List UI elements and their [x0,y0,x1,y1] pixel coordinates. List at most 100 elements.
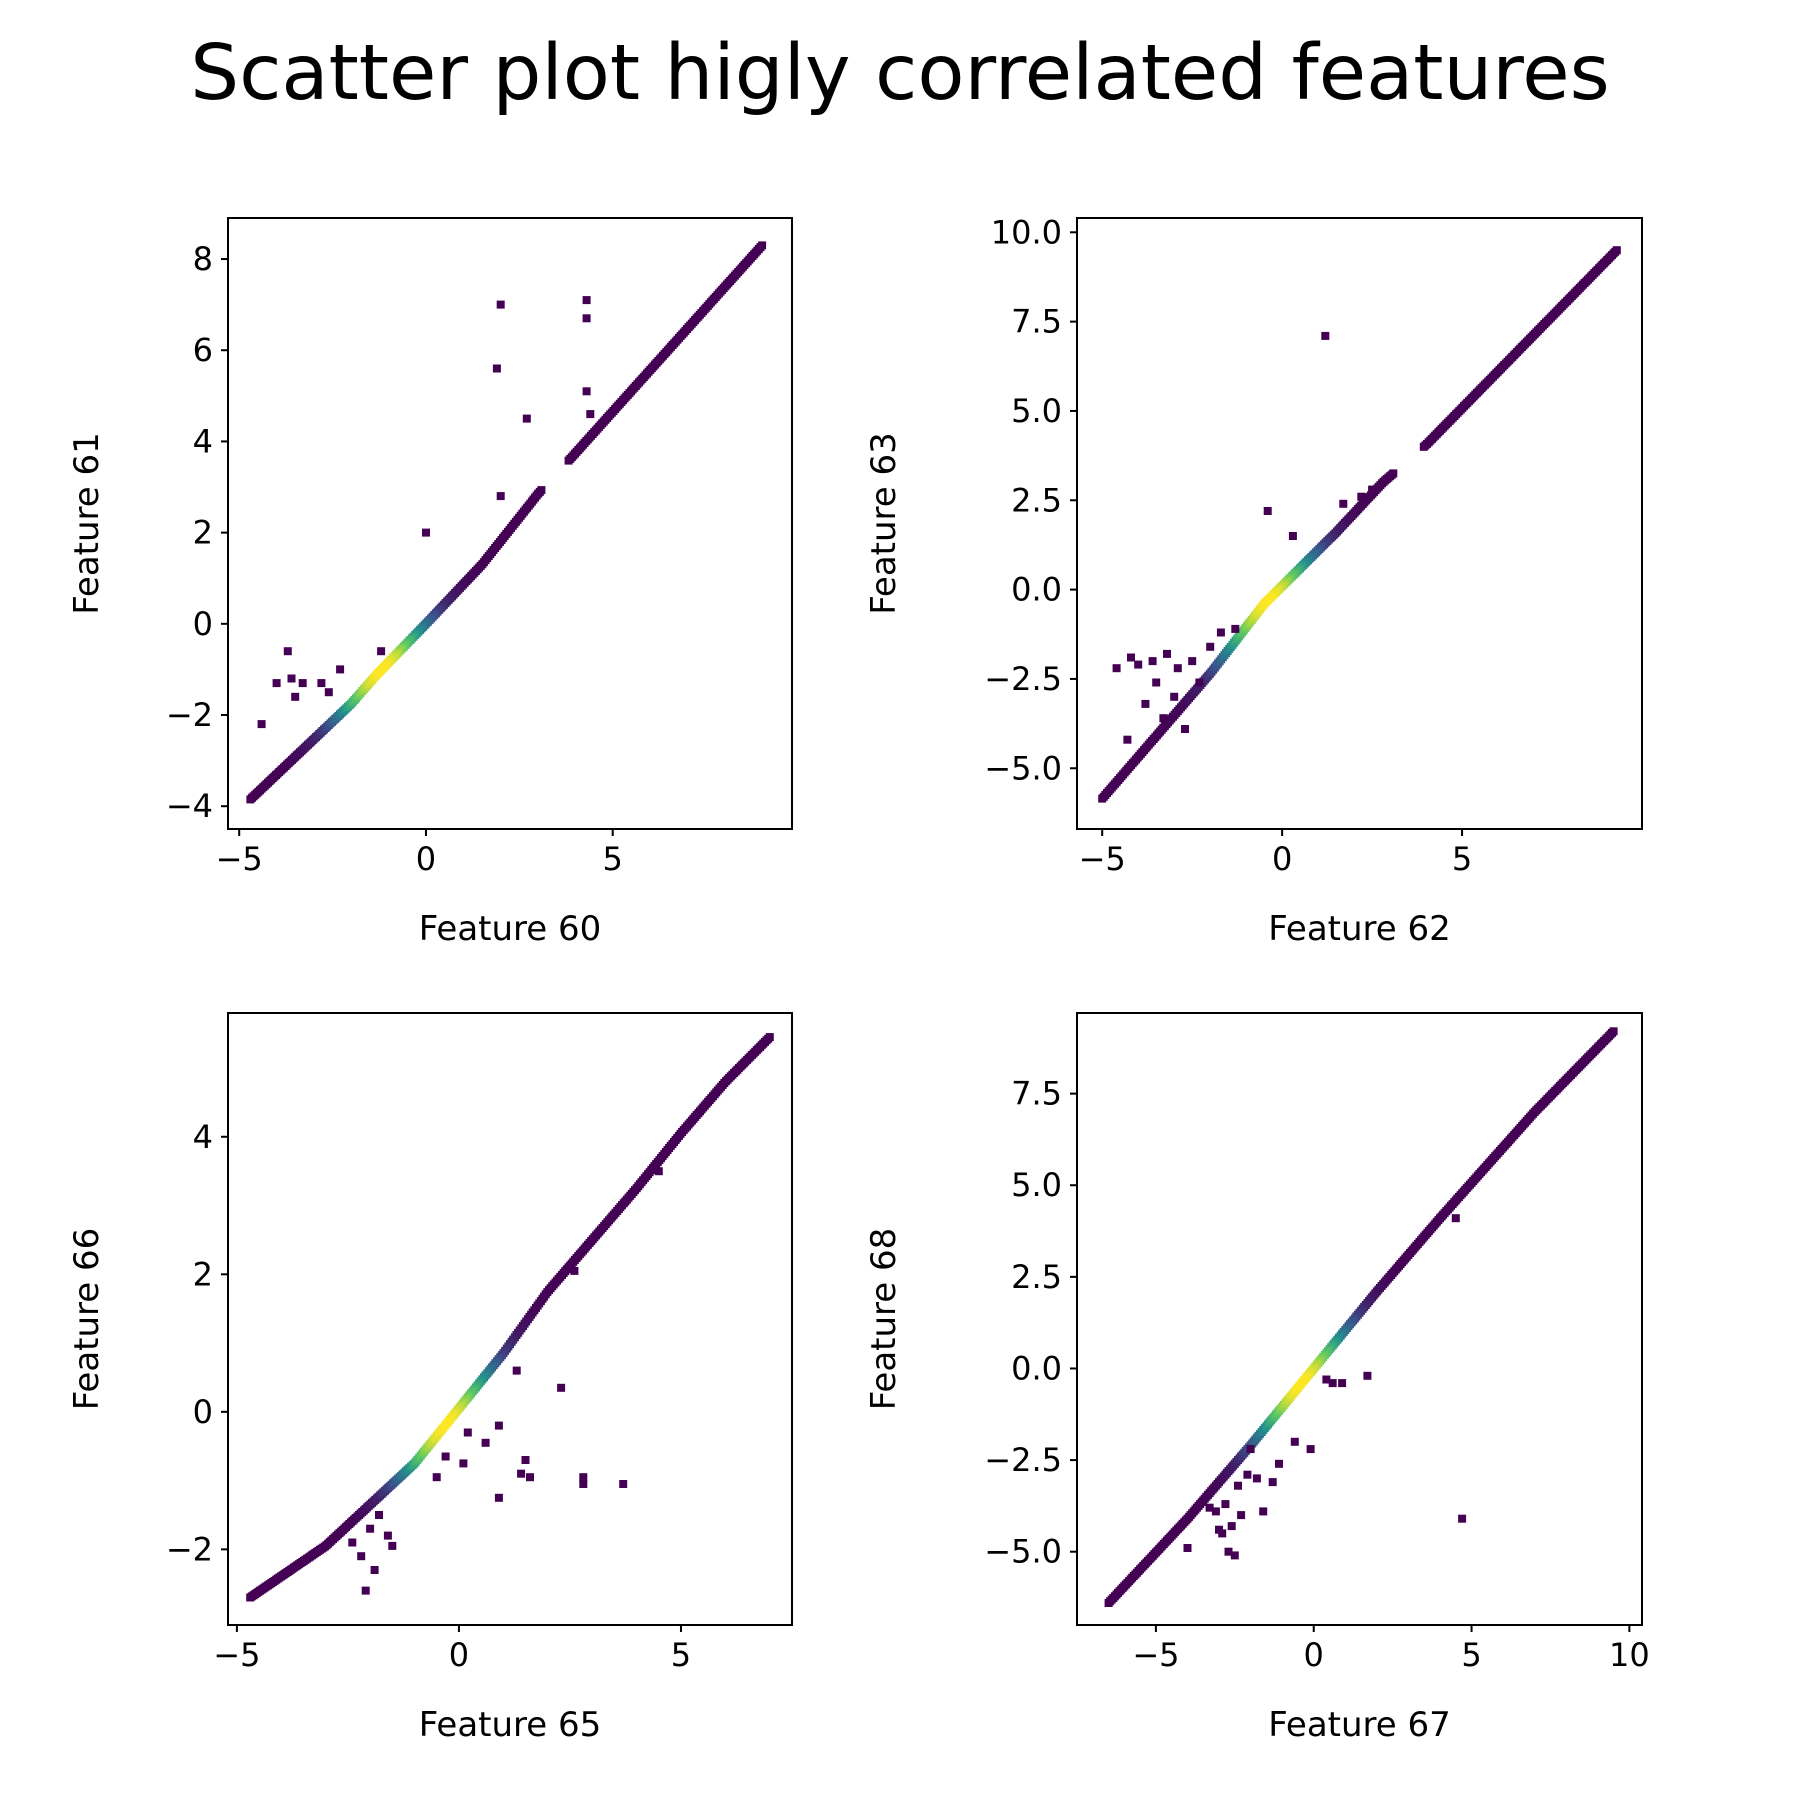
y-tick-label: 0.0 [1011,571,1062,609]
outlier-point [570,1266,579,1275]
outlier-point [1148,657,1157,666]
outlier-point [1321,331,1330,340]
y-tick-label: −5.0 [984,749,1062,787]
outlier-point [463,1428,472,1437]
outlier-point [1259,1507,1268,1516]
outlier-point [1181,725,1189,733]
x-tick-label: −5 [213,1636,260,1674]
y-tick-label: 7.5 [1011,1075,1062,1113]
outlier-point [1246,1445,1255,1454]
scatter-point [377,665,386,674]
outlier-point [1221,1500,1230,1509]
outlier-point [586,410,595,419]
y-tick-label: −4 [166,787,213,825]
scatter-point [441,1421,450,1430]
y-tick-label: 2 [193,514,213,552]
outlier-point [1275,1459,1283,1468]
x-tick-label: −5 [216,840,263,878]
y-axis-label: Feature 63 [864,432,904,615]
outlier-point [1173,664,1182,673]
outlier-point [512,1366,521,1375]
x-tick-label: 0 [416,840,436,878]
outlier-point [375,1511,383,1519]
outlier-point [1152,678,1161,687]
y-tick-label: 8 [193,240,213,278]
subplot-4: −5 0 5 10 −5.0 −2.5 0.0 2.5 5.0 7.5 Feature 67 Feat… [864,1012,1650,1745]
y-tick-label: 6 [193,331,213,369]
plot-frame [227,217,793,830]
outlier-point [1134,660,1143,669]
outlier-point [388,1541,397,1550]
y-tick-label: 0.0 [1011,1349,1062,1387]
outlier-point [654,1167,663,1176]
subplot-1: −5 0 5 −4 −2 0 2 4 6 8 Feature 60 Feature 61 [67,217,793,949]
outlier-point [1306,1445,1315,1454]
outlier-point [522,414,531,423]
outlier-point [494,1421,503,1430]
outlier-point [1458,1514,1467,1523]
y-axis-label: Feature 61 [67,432,107,615]
outlier-point [272,679,281,688]
x-tick-label: −5 [1079,840,1126,878]
outlier-point [517,1469,526,1478]
outlier-point [459,1459,468,1468]
outlier-point [1127,653,1135,662]
y-tick-label: 10.0 [991,213,1062,251]
outlier-point [422,528,430,537]
outlier-point [1268,1478,1277,1487]
outlier-point [494,1493,503,1502]
y-axis-label: Feature 66 [67,1228,107,1411]
outlier-point [1188,657,1197,666]
x-axis-label: Feature 60 [419,909,602,949]
outlier-point [582,387,591,396]
y-tick-label: −2.5 [984,1441,1062,1479]
outlier-point [1227,1522,1236,1531]
outlier-point [1338,1379,1347,1388]
outlier-point [496,492,505,501]
outlier-point [1205,1503,1214,1512]
plot-frame [227,1012,793,1626]
outlier-point [521,1456,530,1464]
outlier-point [257,720,266,729]
y-tick-label: 0 [193,1393,213,1431]
outlier-point [1159,714,1168,723]
x-tick-label: 5 [671,1636,691,1674]
y-tick-label: 0 [193,605,213,643]
y-axis-label: Feature 68 [864,1228,904,1411]
outlier-point [1328,1379,1337,1388]
outlier-point [619,1480,628,1488]
outlier-point [1170,692,1179,701]
outlier-point [1368,485,1377,494]
outlier-point [579,1480,588,1488]
outlier-point [579,1473,588,1482]
outlier-point [287,674,296,683]
outlier-point [432,1473,441,1482]
x-tick-label: 10 [1609,1636,1650,1674]
outlier-point [324,688,333,697]
outlier-point [481,1438,490,1447]
x-tick-label: 5 [603,840,623,878]
outlier-point [298,679,307,688]
outlier-point [1183,1544,1192,1552]
y-tick-label: 7.5 [1011,303,1062,341]
outlier-point [1243,1470,1252,1479]
scatter-point [1263,596,1272,605]
x-axis-label: Feature 67 [1268,1705,1451,1745]
outlier-point [1252,1474,1261,1483]
outlier-point [383,1531,392,1540]
y-tick-label: 5.0 [1011,1166,1062,1204]
plot-frame [1076,1012,1643,1626]
outlier-point [361,1586,370,1595]
x-tick-label: 5 [1461,1636,1481,1674]
outlier-point [370,1566,379,1574]
y-tick-label: 2.5 [1011,481,1062,519]
outlier-point [1211,1507,1220,1516]
outlier-point [441,1452,450,1461]
outlier-point [496,300,505,309]
outlier-point [357,1552,366,1561]
outlier-point [366,1524,375,1533]
outlier-point [1231,624,1240,633]
y-tick-label: −2 [166,696,213,734]
